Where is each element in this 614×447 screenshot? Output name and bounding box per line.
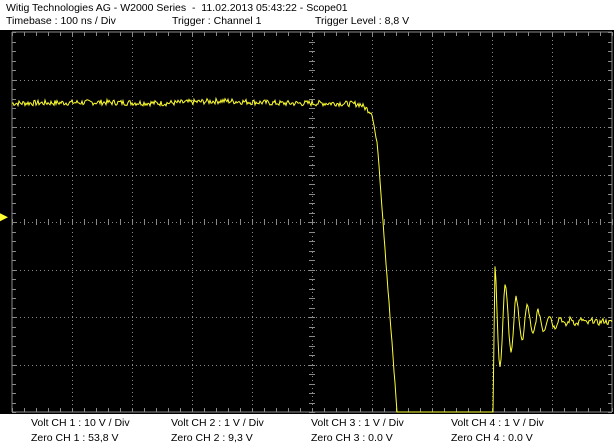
ch2-volt-label: Volt CH 2 : 1 V / Div (171, 417, 264, 429)
ch1-trace (11, 96, 613, 413)
scope-grid (11, 31, 613, 413)
timebase-label: Timebase : 100 ns / Div (6, 15, 116, 27)
scope-settings-row: Timebase : 100 ns / Div Trigger : Channe… (6, 15, 409, 75)
ch4-zero-label: Zero CH 4 : 0.0 V (451, 432, 533, 444)
ch4-volt-label: Volt CH 4 : 1 V / Div (451, 417, 544, 429)
channel-markers (0, 213, 8, 222)
ch3-volt-label: Volt CH 3 : 1 V / Div (311, 417, 404, 429)
oscilloscope-display (0, 30, 614, 414)
trigger-channel-label: Trigger : Channel 1 (172, 15, 262, 27)
scope-info-header: Witig Technologies AG - W2000 Series - 1… (0, 0, 614, 30)
trigger-level-label: Trigger Level : 8,8 V (315, 15, 410, 27)
ch1-zero-label: Zero CH 1 : 53,8 V (31, 432, 119, 444)
channel-settings-footer: Volt CH 1 : 10 V / Div Zero CH 1 : 53,8 … (0, 414, 614, 447)
ch2-zero-label: Zero CH 2 : 9,3 V (171, 432, 253, 444)
scope-title: Witig Technologies AG - W2000 Series - 1… (6, 2, 348, 14)
ch1-zero-marker-icon (0, 213, 8, 222)
ch1-volt-label: Volt CH 1 : 10 V / Div (31, 417, 130, 429)
ch3-zero-label: Zero CH 3 : 0.0 V (311, 432, 393, 444)
